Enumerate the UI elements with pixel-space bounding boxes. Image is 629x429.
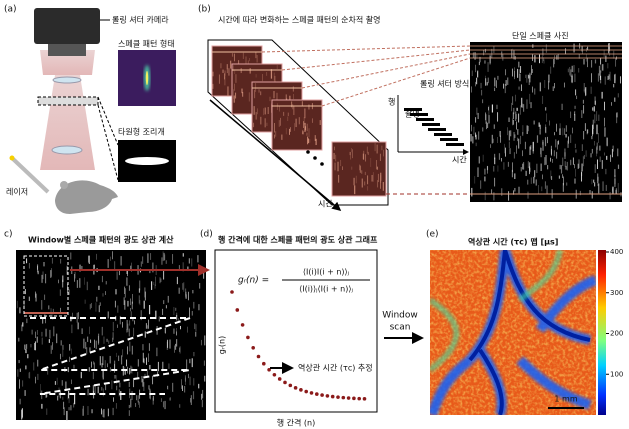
scan-label: Window <box>382 311 418 321</box>
graph-dot <box>262 361 266 366</box>
graph-dot <box>256 354 261 359</box>
graph-dot <box>288 383 293 388</box>
laser-label: 레이저 <box>6 187 28 197</box>
mouse-ear <box>60 181 68 189</box>
panel-label: (a) <box>4 5 17 15</box>
colorbar <box>598 250 606 415</box>
graph-dot <box>362 397 367 401</box>
speckle-shape-label: 스페클 패턴 형태 <box>118 39 175 49</box>
rs-bar <box>416 118 434 121</box>
colorbar-tick-label: 100 <box>610 370 623 378</box>
panel-label: (e) <box>426 230 439 240</box>
formula-lhs: gᵣ(n) = <box>238 276 269 286</box>
time-arrow <box>209 99 342 211</box>
rs-row-label: 행 <box>388 97 395 107</box>
scale-bar-label: 1 mm <box>554 395 577 404</box>
dot <box>306 150 310 154</box>
graph-dot <box>346 396 351 400</box>
single-image-label: 단일 스페클 사진 <box>512 31 569 41</box>
formula-numerator: ⟨I(i)I(i + n)⟩ⱼ <box>303 268 349 277</box>
camera-label: 롤링 셔터 카메라 <box>112 15 169 25</box>
panel-b-title: 시간에 따라 변화하는 스페클 패턴의 순차적 촬영 <box>218 15 380 25</box>
lens <box>51 145 83 155</box>
rs-time-label: 시간 <box>452 155 467 165</box>
graph-dot <box>240 323 245 327</box>
frame <box>331 141 387 197</box>
panel-label: (b) <box>198 5 211 15</box>
graph-dot <box>283 380 287 385</box>
graph-dot <box>309 391 314 395</box>
beam <box>40 75 95 170</box>
beam <box>40 50 95 75</box>
link-line <box>321 57 471 107</box>
speckle-spot <box>145 71 149 85</box>
graph-dot <box>299 388 303 392</box>
graph-dot <box>325 394 330 398</box>
rs-bar <box>404 108 422 111</box>
link-line <box>261 45 471 53</box>
graph-dot <box>357 396 362 401</box>
panel-c-title: Window별 스페클 패턴의 광도 상관 계산 <box>28 235 174 245</box>
panel-label: (d) <box>200 230 213 240</box>
scan-label: scan <box>390 323 411 333</box>
scan-path <box>30 317 191 400</box>
mouse <box>55 180 118 214</box>
frame-stack-outline <box>207 39 389 206</box>
time-arrow-label: 시간 <box>318 199 333 209</box>
camera-body <box>34 8 100 44</box>
laser-fiber <box>10 156 50 194</box>
rs-bar <box>434 133 452 136</box>
rs-bar <box>440 138 458 141</box>
zoom-line <box>97 104 119 181</box>
graph-dot <box>272 372 277 377</box>
single-image <box>470 42 622 202</box>
rs-bar <box>422 123 440 126</box>
graph-dot <box>352 396 356 401</box>
dot <box>320 162 324 166</box>
ellipse-aperture <box>125 157 169 165</box>
aperture-label: 타원형 조리개 <box>118 127 165 137</box>
graph-dot <box>330 394 335 399</box>
graph-dot <box>230 290 234 294</box>
colorbar-tick-label: 400 <box>610 248 623 256</box>
rs-bar <box>428 128 446 131</box>
graph-dot <box>235 308 240 312</box>
graph-dot <box>304 389 309 394</box>
graph-dot <box>315 392 319 396</box>
graph-dot <box>277 377 282 381</box>
camera-lens <box>48 44 86 56</box>
panel-label: c) <box>4 230 12 240</box>
zoom-line <box>97 96 119 146</box>
annotation: 역상관 시간 (τc) 추정 <box>298 363 373 373</box>
laser-tip <box>9 155 15 161</box>
rs-bar <box>410 113 428 116</box>
link-line <box>301 53 471 89</box>
colorbar-tick-label: 200 <box>610 330 623 338</box>
graph-dot <box>336 395 340 399</box>
lens <box>52 76 82 84</box>
rs-bar <box>446 143 464 146</box>
graph-box <box>214 249 378 413</box>
graph-dot <box>293 386 298 390</box>
panel-e-title: 역상관 시간 (τc) 맵 [μs] <box>468 237 558 247</box>
y-axis-label: gᵣ(n) <box>218 336 227 354</box>
graph-dot <box>341 395 346 400</box>
formula-denominator: ⟨I(i)⟩ⱼ⟨I(i + n)⟩ⱼ <box>299 285 353 294</box>
graph-dot <box>246 335 250 340</box>
colorbar-tick-label: 300 <box>610 289 623 297</box>
tau-map <box>430 250 596 415</box>
x-axis-label: 행 간격 (n) <box>277 418 315 428</box>
graph-dot <box>251 346 255 350</box>
panel-d-title: 행 간격에 대한 스페클 패턴의 광도 상관 그래프 <box>218 235 378 245</box>
link-line <box>281 49 471 71</box>
dot <box>313 156 317 160</box>
rolling-shutter-label: 롤링 셔터 방식 <box>420 79 469 89</box>
aperture-holder <box>37 96 99 106</box>
window <box>23 255 69 317</box>
graph-dot <box>320 393 324 397</box>
